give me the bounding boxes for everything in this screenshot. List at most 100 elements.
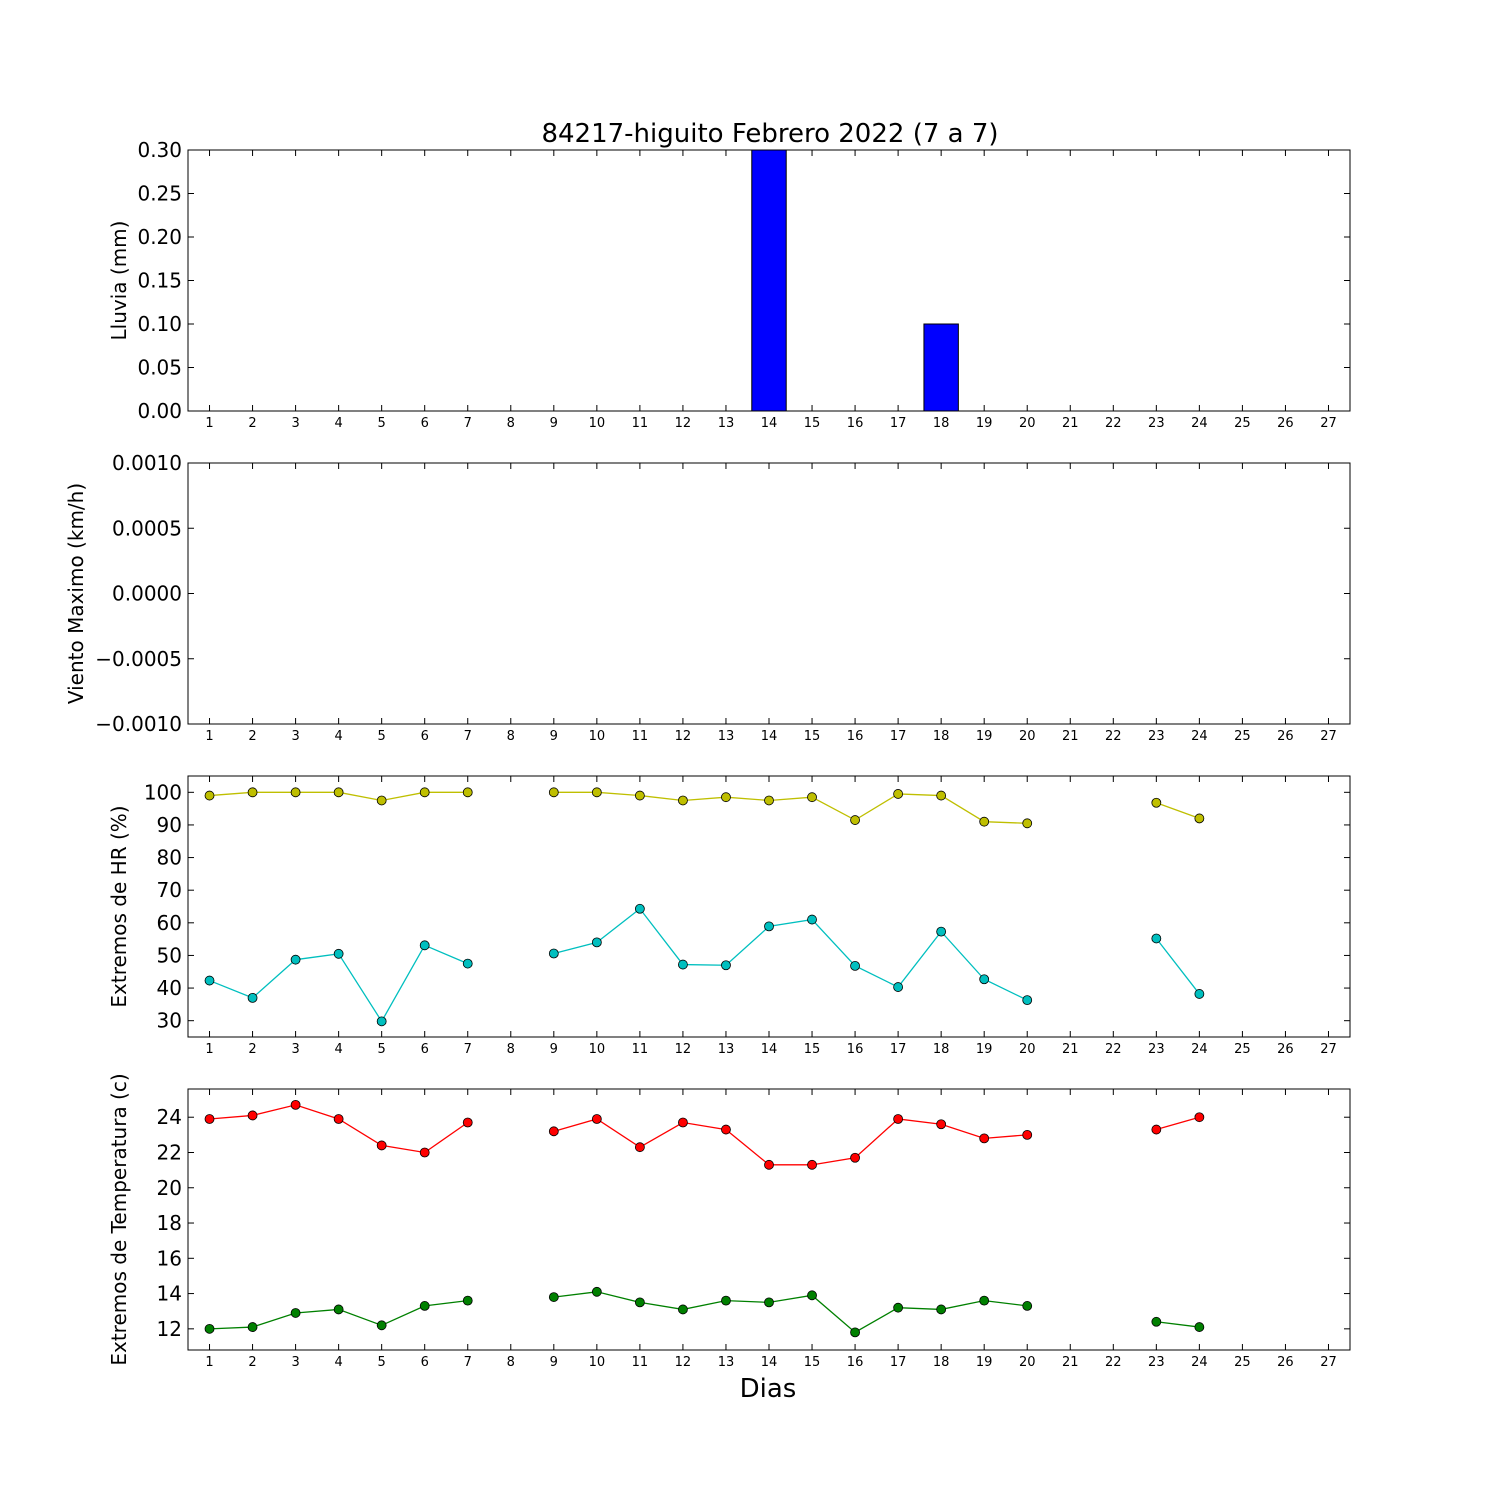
data-point — [721, 1124, 731, 1135]
data-point — [936, 926, 947, 937]
x-tick-label: 19 — [976, 729, 993, 744]
data-point — [807, 792, 817, 803]
x-tick-label: 25 — [1234, 416, 1251, 431]
x-tick-label: 9 — [550, 729, 558, 744]
x-tick-label: 22 — [1105, 729, 1122, 744]
y-tick-label: 0.0005 — [112, 516, 182, 540]
series-line — [553, 1118, 1028, 1166]
y-tick-label: 22 — [157, 1140, 182, 1164]
x-tick-label: 5 — [378, 1355, 386, 1370]
x-tick-label: 11 — [632, 1042, 649, 1057]
data-point — [290, 787, 301, 798]
x-tick-label: 16 — [847, 416, 864, 431]
data-point — [247, 787, 258, 798]
x-tick-label: 9 — [550, 416, 558, 431]
x-tick-label: 21 — [1062, 729, 1079, 744]
x-tick-label: 8 — [507, 729, 515, 744]
x-tick-label: 20 — [1019, 416, 1036, 431]
x-tick-label: 26 — [1277, 729, 1294, 744]
x-tick-label: 26 — [1277, 1042, 1294, 1057]
data-point — [1151, 1124, 1162, 1135]
data-point — [591, 787, 602, 798]
data-point — [634, 1297, 645, 1308]
x-tick-label: 27 — [1320, 729, 1337, 744]
data-point — [376, 1016, 387, 1027]
series-line — [553, 1291, 1028, 1334]
data-point — [764, 795, 774, 806]
data-point — [721, 1295, 731, 1306]
x-tick-label: 18 — [933, 1042, 950, 1057]
y-tick-label: 100 — [144, 780, 182, 804]
data-point — [462, 958, 473, 969]
x-tick-label: 23 — [1148, 1355, 1165, 1370]
y-tick-label: 0.30 — [137, 138, 182, 162]
data-point — [1194, 1322, 1205, 1332]
x-tick-label: 27 — [1320, 1042, 1337, 1057]
data-point — [936, 1119, 947, 1130]
y-tick-label: 70 — [157, 878, 182, 902]
data-point — [247, 1110, 258, 1121]
data-point — [591, 1286, 602, 1297]
x-tick-label: 19 — [976, 1355, 993, 1370]
data-point — [1194, 1112, 1205, 1123]
x-tick-label: 1 — [205, 1355, 213, 1370]
x-tick-label: 10 — [589, 1042, 606, 1057]
x-tick-label: 23 — [1148, 729, 1165, 744]
data-point — [721, 792, 731, 803]
data-point — [807, 914, 817, 925]
x-tick-label: 13 — [718, 1042, 735, 1057]
data-point — [204, 1114, 215, 1124]
x-tick-label: 25 — [1234, 1042, 1251, 1057]
y-tick-label: 50 — [157, 943, 182, 967]
x-tick-label: 11 — [632, 1355, 649, 1370]
bar — [751, 149, 787, 412]
x-axis-label: Dias — [740, 1374, 797, 1404]
x-tick-label: 10 — [589, 1355, 606, 1370]
x-tick-label: 24 — [1191, 416, 1208, 431]
x-tick-label: 2 — [248, 416, 256, 431]
x-tick-label: 6 — [421, 729, 429, 744]
data-point — [419, 940, 430, 951]
data-point — [419, 1301, 430, 1311]
data-point — [376, 795, 387, 806]
data-point — [893, 1302, 904, 1313]
panel-rain: 0.000.050.100.150.200.250.301 2 3 4 5 6 7 8 9 10 1… — [107, 138, 1351, 431]
data-point — [591, 1114, 602, 1124]
data-point — [1022, 995, 1033, 1006]
data-point — [979, 974, 990, 985]
y-tick-label: 0.00 — [137, 399, 182, 423]
x-tick-label: 5 — [378, 729, 386, 744]
x-tick-label: 19 — [976, 416, 993, 431]
x-tick-label: 19 — [976, 1042, 993, 1057]
data-point — [850, 1152, 860, 1163]
x-tick-label: 21 — [1062, 1355, 1079, 1370]
data-point — [979, 1133, 990, 1144]
y-axis-label: Extremos de Temperatura (c) — [107, 1073, 131, 1365]
x-tick-label: 23 — [1148, 1042, 1165, 1057]
x-tick-label: 2 — [248, 1042, 256, 1057]
x-tick-label: 23 — [1148, 416, 1165, 431]
x-tick-label: 15 — [804, 416, 821, 431]
x-tick-label: 7 — [464, 729, 472, 744]
y-tick-label: 16 — [157, 1246, 182, 1270]
x-tick-label: 25 — [1234, 1355, 1251, 1370]
data-point — [807, 1290, 817, 1301]
x-tick-label: 20 — [1019, 729, 1036, 744]
x-tick-label: 22 — [1105, 1042, 1122, 1057]
series-line — [1156, 802, 1200, 820]
data-point — [634, 790, 645, 801]
data-point — [1151, 1316, 1162, 1327]
y-tick-label: 30 — [157, 1009, 182, 1033]
x-tick-label: 16 — [847, 729, 864, 744]
y-tick-label: −0.0005 — [95, 647, 182, 671]
y-tick-label: 20 — [157, 1176, 182, 1200]
x-tick-label: 26 — [1277, 416, 1294, 431]
series-line — [553, 791, 1028, 824]
x-tick-label: 24 — [1191, 1355, 1208, 1370]
y-tick-label: 40 — [157, 976, 182, 1000]
data-point — [1022, 1129, 1033, 1140]
bar — [923, 323, 959, 412]
x-tick-label: 6 — [421, 416, 429, 431]
series-line — [553, 907, 1028, 1001]
x-tick-label: 10 — [589, 729, 606, 744]
